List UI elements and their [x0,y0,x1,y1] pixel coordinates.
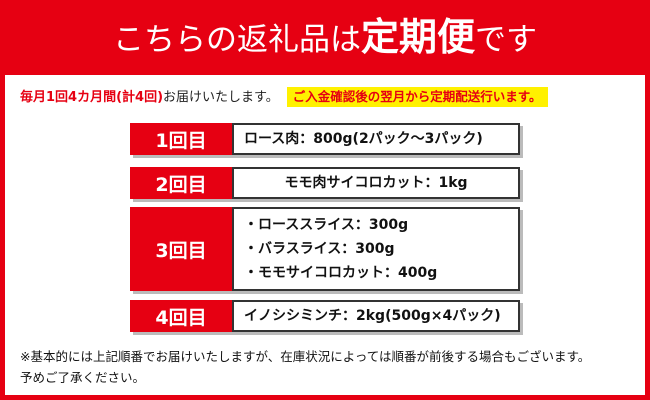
round-content: ロース肉：800g(2パック～3パック) [232,123,520,155]
note: ※基本的には上記順番でお届けいたしますが、在庫状況によっては順番が前後する場合も… [20,349,591,364]
title-suffix: です [475,22,537,58]
item: ・バラスライス：300g [244,241,395,257]
notice: ご入金確認後の翌月から定期配送行います。 [286,87,548,107]
intro: 毎月1回4カ月間(計4回)お届けいたします。 ご入金確認後の翌月から定期配送行いま… [20,87,548,107]
title: こちらの返礼品は定期便です [0,0,650,75]
round-content: ・ローススライス：300g ・バラスライス：300g ・モモサイコロカット：400g [232,207,520,291]
round-label: 2回目 [130,167,232,199]
title-prefix: こちらの返礼品は [112,22,361,58]
round-label: 1回目 [130,123,232,155]
item: ・モモサイコロカット：400g [244,265,438,281]
item: ロース肉：800g(2パック～3パック) [244,131,483,147]
item: イノシシミンチ：2kg(500g×4パック) [244,308,501,324]
intro-text: お届けいたします。 [163,90,279,105]
round-label: 3回目 [130,207,232,291]
intro-highlight: 毎月1回4カ月間(計4回) [20,90,164,105]
round-content: モモ肉サイコロカット：1kg [232,167,520,199]
title-emphasis: 定期便 [360,15,475,59]
item: ・ローススライス：300g [244,217,409,233]
note: 予めご了承ください。 [20,370,146,385]
round-label: 4回目 [130,300,232,332]
item: モモ肉サイコロカット：1kg [284,175,468,191]
round-content: イノシシミンチ：2kg(500g×4パック) [232,300,520,332]
